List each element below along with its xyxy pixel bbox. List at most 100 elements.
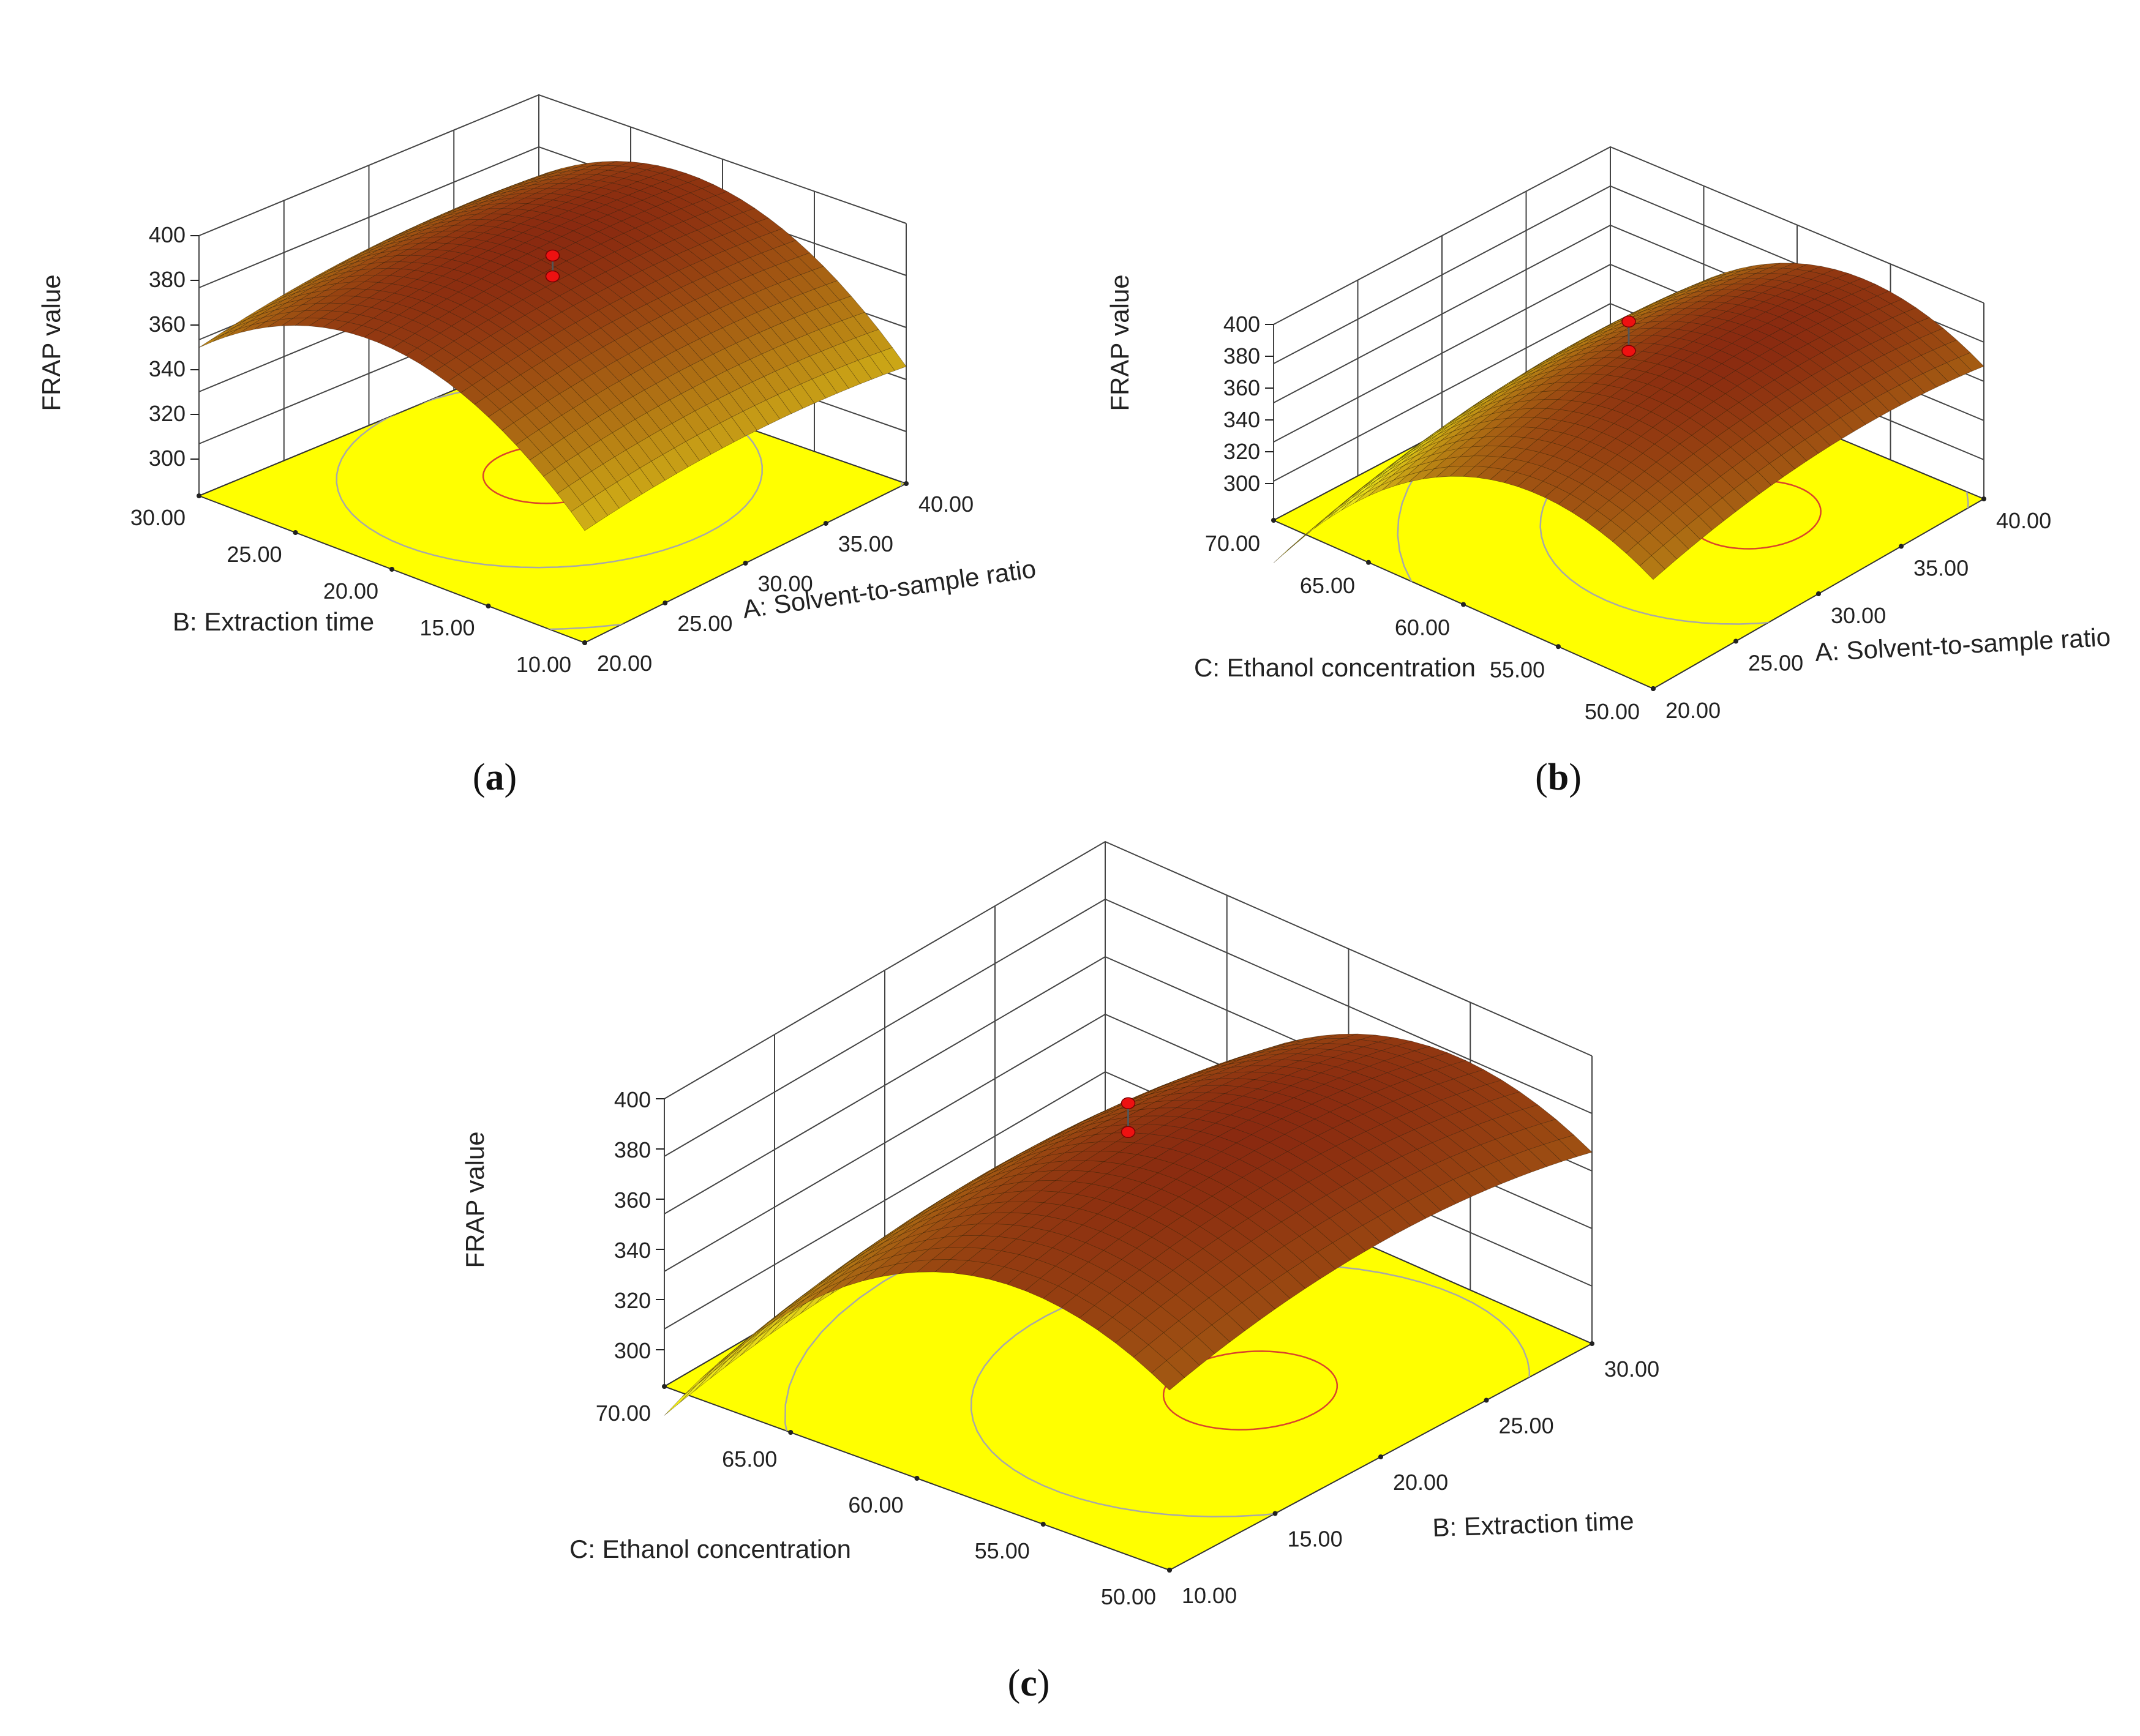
z-axis-label: FRAP value [37,274,66,411]
x-tick-mark [823,521,828,526]
surface-cell [198,334,225,348]
response-surface [1273,263,1984,580]
z-tick-label: 360 [149,312,186,337]
y-tick-label: 65.00 [722,1446,777,1472]
z-tick-label: 320 [1223,439,1260,464]
z-tick-label: 360 [614,1188,651,1213]
y-tick-mark [1271,518,1276,523]
axis-ticks: 20.00 25.00 30.00 35.00 40.00 10.00 15.00 20.00… [130,222,974,677]
z-tick-label: 380 [149,267,186,292]
y-tick-mark [1040,1522,1046,1527]
z-tick-label: 320 [149,401,186,426]
y-tick-mark [1366,559,1371,565]
y-tick-label: 15.00 [419,615,475,640]
panel-letter: b [1548,757,1569,798]
panel-label: (c) [1008,1663,1050,1704]
y-tick-mark [1651,686,1656,691]
z-tick-label: 380 [614,1137,651,1162]
y-tick-label: 60.00 [848,1492,903,1517]
x-tick-label: 15.00 [1288,1527,1343,1552]
y-tick-label: 55.00 [975,1538,1030,1563]
y-tick-mark [1461,602,1466,607]
design-point-marker [1121,1097,1136,1110]
z-axis-label: FRAP value [460,1131,489,1268]
y-tick-mark [582,640,587,645]
panel-letter: a [486,757,505,798]
axis-ticks: 10.00 15.00 20.00 25.00 30.00 50.00 55.00 60.00… [596,1087,1659,1609]
x-tick-label: 40.00 [918,492,974,517]
y-tick-label: 20.00 [323,578,378,604]
y-tick-label: 30.00 [130,505,186,530]
y-tick-label: 55.00 [1490,657,1545,682]
chart-panel-c: 10.00 15.00 20.00 25.00 30.00 50.00 55.00 60.00… [460,840,1659,1704]
x-tick-mark [1272,1511,1278,1516]
x-tick-label: 30.00 [758,571,813,596]
z-tick-label: 320 [614,1288,651,1313]
wall-grid-line [1273,146,1984,325]
x-tick-mark [1816,591,1821,596]
y-tick-label: 65.00 [1300,573,1355,598]
wall-grid-line [664,898,1593,1157]
x-tick-label: 20.00 [597,651,652,676]
surface-cell [571,504,597,531]
y-tick-mark [197,493,201,498]
x-tick-mark [663,600,668,605]
wall-grid-line [664,840,1593,1099]
surface-cell [1639,555,1665,580]
x-tick-label: 40.00 [1996,508,2051,533]
x-tick-mark [1899,544,1904,549]
design-point-marker [1621,315,1636,328]
y-tick-mark [486,604,491,608]
y-tick-mark [914,1476,920,1481]
x-tick-label: 30.00 [1604,1356,1659,1382]
wall-grid-line [198,94,907,236]
x-tick-mark [1981,496,1986,501]
x-tick-mark [1484,1397,1489,1403]
x-axis-label: B: Extraction time [1432,1506,1635,1542]
chart-panel-b: 20.00 25.00 30.00 35.00 40.00 50.00 55.00 60.00… [1105,146,2111,798]
x-tick-label: 30.00 [1831,603,1886,628]
axis-labels: FRAP value B: Extraction time C: Ethanol c… [460,1131,1634,1563]
panel-label: (a) [473,757,517,798]
panel-letter: c [1020,1663,1037,1704]
x-tick-label: 35.00 [838,531,893,556]
y-axis-label: B: Extraction time [173,607,374,636]
y-tick-mark [389,567,394,572]
x-axis-label: A: Solvent-to-sample ratio [741,554,1038,624]
z-axis-label: FRAP value [1105,274,1134,411]
x-tick-label: 25.00 [1748,651,1803,676]
y-tick-mark [662,1384,667,1389]
y-tick-mark [788,1430,794,1435]
y-tick-label: 70.00 [596,1401,651,1426]
y-tick-label: 70.00 [1205,531,1260,556]
z-tick-label: 340 [149,356,186,381]
surface-cell [1151,1360,1185,1391]
z-tick-label: 400 [1223,312,1260,337]
axis-ticks: 20.00 25.00 30.00 35.00 40.00 50.00 55.00 60.00… [1205,312,2051,724]
y-tick-label: 50.00 [1101,1584,1156,1609]
y-tick-mark [293,530,298,535]
x-tick-label: 35.00 [1913,556,1969,581]
design-point-marker [545,249,560,262]
x-tick-label: 25.00 [1499,1413,1554,1439]
x-tick-mark [743,561,748,566]
x-tick-mark [1590,1341,1594,1346]
x-tick-label: 20.00 [1393,1470,1448,1495]
chart-panel-a: 20.00 25.00 30.00 35.00 40.00 10.00 15.00 20.00… [37,94,1038,798]
design-point-marker [1121,1126,1136,1139]
z-tick-label: 300 [1223,471,1260,496]
x-tick-mark [1733,638,1738,644]
z-tick-label: 340 [1223,407,1260,432]
panel-label: (b) [1535,757,1582,798]
y-tick-label: 25.00 [227,542,282,567]
z-tick-label: 340 [614,1238,651,1263]
design-point-marker [545,270,560,283]
y-axis-label: C: Ethanol concentration [569,1535,851,1563]
z-tick-label: 380 [1223,343,1260,369]
response-surface [664,1033,1593,1416]
x-tick-label: 20.00 [1665,698,1721,723]
x-tick-label: 10.00 [1182,1583,1237,1608]
x-tick-mark [1378,1454,1383,1459]
design-point-marker [1621,345,1636,357]
